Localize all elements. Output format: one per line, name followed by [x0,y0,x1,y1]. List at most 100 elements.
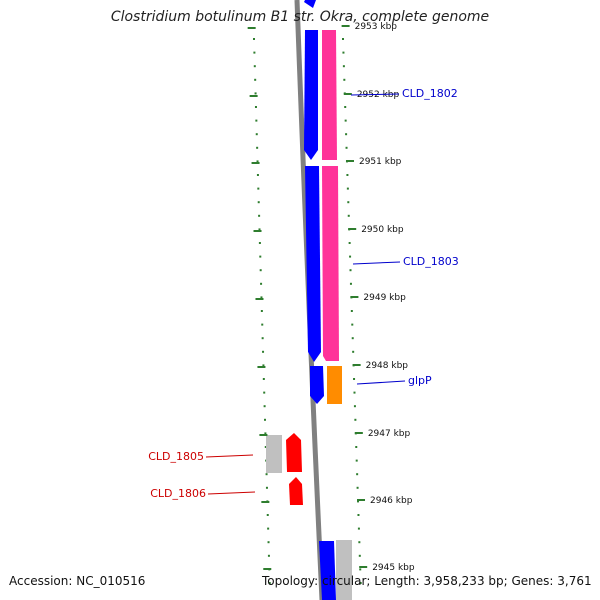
gene-pointer-line [205,454,254,458]
scale-dot [359,568,362,571]
scale-dot [256,160,259,163]
scale-dot [262,378,265,380]
scale-dot [265,473,268,476]
tick-mark [249,95,258,97]
scale-dot [346,174,349,176]
tick-label: 2946 kbp [370,496,413,506]
cds-forward-feature[interactable] [319,541,336,600]
cds-forward-feature[interactable] [310,366,324,404]
gray-feature[interactable] [336,540,352,600]
scale-dot [257,187,260,190]
scale-dot [263,391,266,394]
scale-dot [342,65,345,68]
scale-dot [344,119,347,122]
scale-dot [265,486,268,489]
cds-forward-feature[interactable] [304,0,316,8]
tick-mark [354,432,363,434]
scale-dot [347,201,350,204]
scale-dot [359,582,362,584]
tick-label: 2948 kbp [366,361,409,371]
gene-label[interactable]: CLD_1802 [402,87,458,100]
gene-pointer-line [207,491,256,495]
scale-dot [264,432,267,435]
gene-pointer-line [352,261,401,265]
red-feature[interactable] [286,433,302,472]
scale-dot [356,486,359,489]
gene-pointer-line [350,93,400,96]
scale-dot [258,214,261,217]
scale-dot [349,269,352,272]
scale-dot [353,378,356,380]
inner-scale-ring [253,38,271,584]
scale-dot [260,296,263,299]
scale-dot [354,418,357,421]
scale-dot [261,323,264,326]
scale-dot [255,133,258,136]
red-feature[interactable] [289,477,303,505]
gene-label[interactable]: glpP [408,374,432,387]
scale-dot [253,65,256,68]
scale-dot [352,350,355,353]
cds-reverse-feature[interactable] [322,30,337,160]
tick-mark [263,568,272,570]
scale-dot [259,255,262,258]
scale-dot [260,282,263,285]
scale-dot [254,78,257,81]
glpP-feature[interactable] [327,366,342,404]
scale-dot [254,106,257,108]
tick-mark [257,366,266,368]
scale-dot [345,133,348,136]
gray-feature[interactable] [266,435,282,473]
scale-dot [262,350,265,353]
gene-pointer-line [356,380,406,385]
scale-dot [351,323,354,326]
scale-dot [258,228,261,231]
scale-dot [343,78,346,81]
scale-dot [253,38,255,40]
scale-dot [356,473,359,476]
scale-dot [357,527,360,530]
scale-dot [264,446,267,448]
scale-dot [345,146,348,149]
tick-mark [357,499,366,501]
tick-mark [350,296,359,298]
scale-dot [349,255,352,258]
gene-label[interactable]: CLD_1803 [403,255,459,268]
tick-mark [341,25,350,27]
scale-dot [342,38,344,40]
cds-reverse-feature[interactable] [322,166,339,361]
scale-dot [268,582,271,584]
scale-dot [262,364,265,367]
tick-label: 2951 kbp [359,157,402,167]
tick-label: 2950 kbp [361,225,404,235]
scale-dot [256,146,259,149]
genome-summary-text: Topology: circular; Length: 3,958,233 bp… [262,574,592,588]
scale-dot [260,310,263,312]
scale-dot [267,541,270,544]
cds-forward-feature[interactable] [304,30,318,160]
cds-forward-feature[interactable] [305,166,321,362]
scale-dot [267,527,270,530]
tick-mark [359,566,368,568]
tick-mark [348,228,357,230]
tick-label: 2947 kbp [368,429,411,439]
tick-mark [343,93,352,95]
scale-dot [349,282,352,285]
scale-dot [355,446,358,448]
scale-dot [342,51,345,54]
gene-label[interactable]: CLD_1805 [148,450,204,463]
scale-dot [355,459,358,462]
gene-label[interactable]: CLD_1806 [150,487,206,500]
scale-dot [346,187,349,190]
scale-dot [267,554,270,557]
scale-dot [253,51,256,54]
scale-dot [257,201,260,204]
tick-mark [251,162,260,164]
tick-mark [259,434,268,436]
scale-dot [263,418,266,421]
tick-mark [345,160,354,162]
scale-dot [263,405,266,408]
scale-dot [258,242,261,244]
tick-mark [255,298,264,300]
